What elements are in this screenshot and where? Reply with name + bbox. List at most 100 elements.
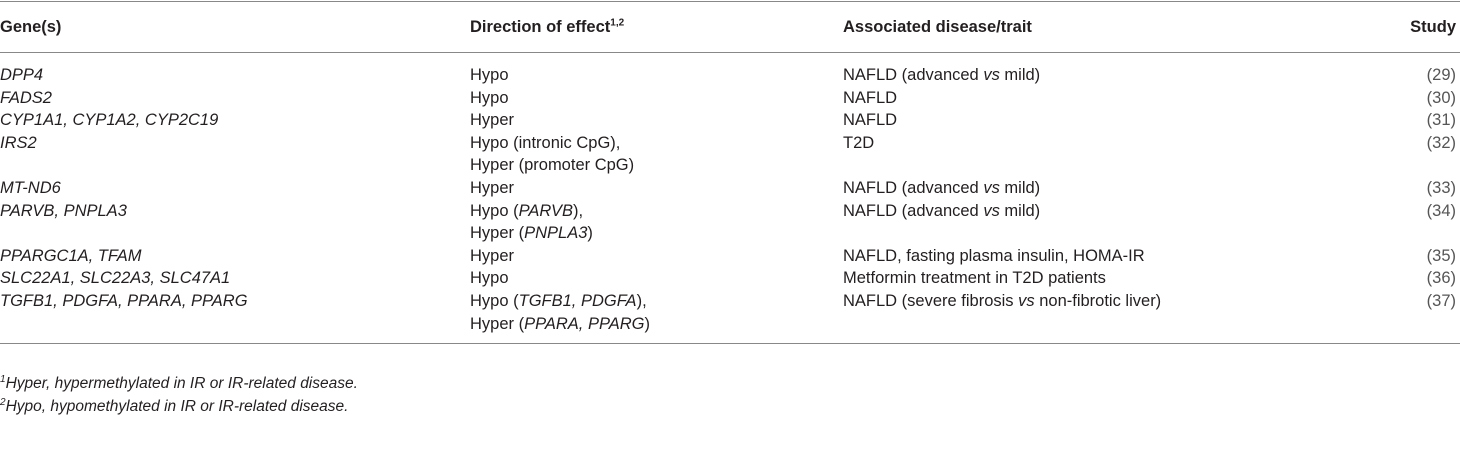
- text-run: ),: [636, 291, 647, 310]
- footnotes: 1Hyper, hypermethylated in IR or IR-rela…: [0, 372, 358, 418]
- table-row: DPP4 Hypo NAFLD (advanced vs mild) (29): [0, 53, 1460, 87]
- gene-cell: CYP1A1, CYP1A2, CYP2C19: [0, 111, 219, 130]
- header-text: Study: [1410, 17, 1456, 36]
- text-run: Hypo: [470, 66, 509, 84]
- direction-cell: Hypo: [470, 267, 843, 290]
- column-header: Direction of effect1,2: [470, 1, 843, 53]
- text-run: mild): [999, 201, 1041, 220]
- direction-cell: Hypo (PARVB), Hyper (PNPLA3): [470, 200, 843, 245]
- text-run: NAFLD (advanced: [843, 66, 984, 84]
- text-run: Hypo (intronic CpG),: [470, 133, 621, 152]
- table-body: DPP4 Hypo NAFLD (advanced vs mild) (29) FADS…: [0, 53, 1460, 345]
- text-run: ): [587, 224, 593, 243]
- header-row: Gene(s) Direction of effect1,2 Associated …: [0, 1, 1460, 53]
- text-run: Hypo: [470, 88, 509, 107]
- direction-line: Hypo: [470, 267, 843, 290]
- text-run: mild): [999, 66, 1041, 84]
- footnote: 1Hyper, hypermethylated in IR or IR-rela…: [0, 372, 358, 395]
- disease-cell: NAFLD, fasting plasma insulin, HOMA-IR: [843, 245, 1363, 268]
- text-run: Hyper: [470, 111, 515, 130]
- italic-run: vs: [983, 66, 1000, 84]
- study-cell: (33): [1426, 178, 1456, 197]
- study-cell: (31): [1426, 111, 1456, 130]
- text-run: Hyper (promoter CpG): [470, 156, 635, 175]
- study-cell: (30): [1426, 88, 1456, 107]
- direction-cell: Hypo (intronic CpG), Hyper (promoter CpG): [470, 132, 843, 177]
- text-run: Hypo (: [470, 201, 519, 220]
- disease-cell: NAFLD (advanced vs mild): [843, 53, 1363, 87]
- italic-run: vs: [1018, 291, 1035, 310]
- disease-cell: NAFLD: [843, 87, 1363, 110]
- table-row: SLC22A1, SLC22A3, SLC47A1 Hypo Metformin t…: [0, 267, 1460, 290]
- direction-line: Hyper (promoter CpG): [470, 154, 843, 177]
- italic-run: PARVB: [518, 201, 574, 220]
- text-run: Hypo: [470, 269, 509, 288]
- footnote-mark: 2: [0, 396, 6, 408]
- gene-cell: FADS2: [0, 88, 52, 107]
- text-run: NAFLD (advanced: [843, 201, 984, 220]
- gene-cell: DPP4: [0, 66, 44, 84]
- direction-cell: Hypo (TGFB1, PDGFA), Hyper (PPARA, PPARG): [470, 289, 843, 345]
- italic-run: TGFB1, PDGFA: [518, 291, 637, 310]
- text-run: NAFLD: [843, 88, 898, 107]
- text-run: Hyper: [470, 178, 515, 197]
- italic-run: PPARA, PPARG: [524, 314, 645, 333]
- text-run: Hyper (: [470, 314, 525, 333]
- study-cell: (34): [1426, 201, 1456, 220]
- footnote-text: Hypo, hypomethylated in IR or IR-related…: [5, 398, 349, 415]
- table-row: TGFB1, PDGFA, PPARA, PPARG Hypo (TGFB1, P…: [0, 289, 1460, 345]
- study-cell: (36): [1426, 269, 1456, 288]
- direction-line: Hypo (TGFB1, PDGFA),: [470, 290, 843, 313]
- text-run: Hypo (: [470, 291, 519, 310]
- italic-run: PNPLA3: [524, 224, 588, 243]
- header-text: Gene(s): [0, 17, 62, 36]
- text-run: Hyper (: [470, 224, 525, 243]
- gene-cell: PPARGC1A, TFAM: [0, 246, 142, 265]
- direction-line: Hyper: [470, 177, 843, 200]
- direction-line: Hyper: [470, 109, 843, 132]
- text-run: NAFLD (advanced: [843, 178, 984, 197]
- text-run: NAFLD: [843, 111, 898, 130]
- text-run: NAFLD, fasting plasma insulin, HOMA-IR: [843, 246, 1145, 265]
- disease-cell: Metformin treatment in T2D patients: [843, 267, 1363, 290]
- direction-cell: Hyper: [470, 109, 843, 132]
- text-run: Hyper: [470, 246, 515, 265]
- footnote-mark: 1: [0, 373, 6, 385]
- header-superscript: 1,2: [610, 17, 625, 28]
- gene-cell: PARVB, PNPLA3: [0, 201, 127, 220]
- disease-cell: NAFLD (advanced vs mild): [843, 200, 1363, 245]
- table-row: PARVB, PNPLA3 Hypo (PARVB), Hyper (PNPLA3)…: [0, 200, 1460, 245]
- disease-cell: NAFLD (advanced vs mild): [843, 177, 1363, 200]
- text-run: mild): [999, 178, 1041, 197]
- italic-run: vs: [983, 178, 1000, 197]
- direction-line: Hypo: [470, 87, 843, 110]
- direction-line: Hypo (PARVB),: [470, 200, 843, 223]
- table-row: PPARGC1A, TFAM Hyper NAFLD, fasting plasma…: [0, 245, 1460, 268]
- direction-cell: Hypo: [470, 87, 843, 110]
- study-cell: (35): [1426, 246, 1456, 265]
- italic-run: vs: [983, 201, 1000, 220]
- gene-cell: SLC22A1, SLC22A3, SLC47A1: [0, 269, 231, 288]
- footnote: 2Hypo, hypomethylated in IR or IR-relate…: [0, 395, 358, 418]
- table-header: Gene(s) Direction of effect1,2 Associated …: [0, 1, 1460, 53]
- table-row: CYP1A1, CYP1A2, CYP2C19 Hyper NAFLD (31): [0, 109, 1460, 132]
- text-run: Metformin treatment in T2D patients: [843, 269, 1106, 288]
- gene-cell: IRS2: [0, 133, 37, 152]
- header-text: Associated disease/trait: [843, 17, 1032, 36]
- text-run: ): [644, 314, 651, 333]
- column-header: Associated disease/trait: [843, 1, 1363, 53]
- direction-cell: Hyper: [470, 245, 843, 268]
- column-header: Study: [1363, 1, 1460, 53]
- study-cell: (29): [1426, 66, 1456, 84]
- text-run: T2D: [843, 133, 875, 152]
- direction-cell: Hyper: [470, 177, 843, 200]
- direction-line: Hypo: [470, 64, 843, 87]
- study-cell: (32): [1426, 133, 1456, 152]
- disease-cell: T2D: [843, 132, 1363, 177]
- footnote-text: Hyper, hypermethylated in IR or IR-relat…: [5, 375, 358, 392]
- gene-cell: TGFB1, PDGFA, PPARA, PPARG: [0, 289, 470, 345]
- text-run: NAFLD (severe fibrosis: [843, 291, 1019, 310]
- disease-cell: NAFLD (severe fibrosis vs non-fibrotic l…: [843, 289, 1363, 345]
- table-row: MT-ND6 Hyper NAFLD (advanced vs mild) (33): [0, 177, 1460, 200]
